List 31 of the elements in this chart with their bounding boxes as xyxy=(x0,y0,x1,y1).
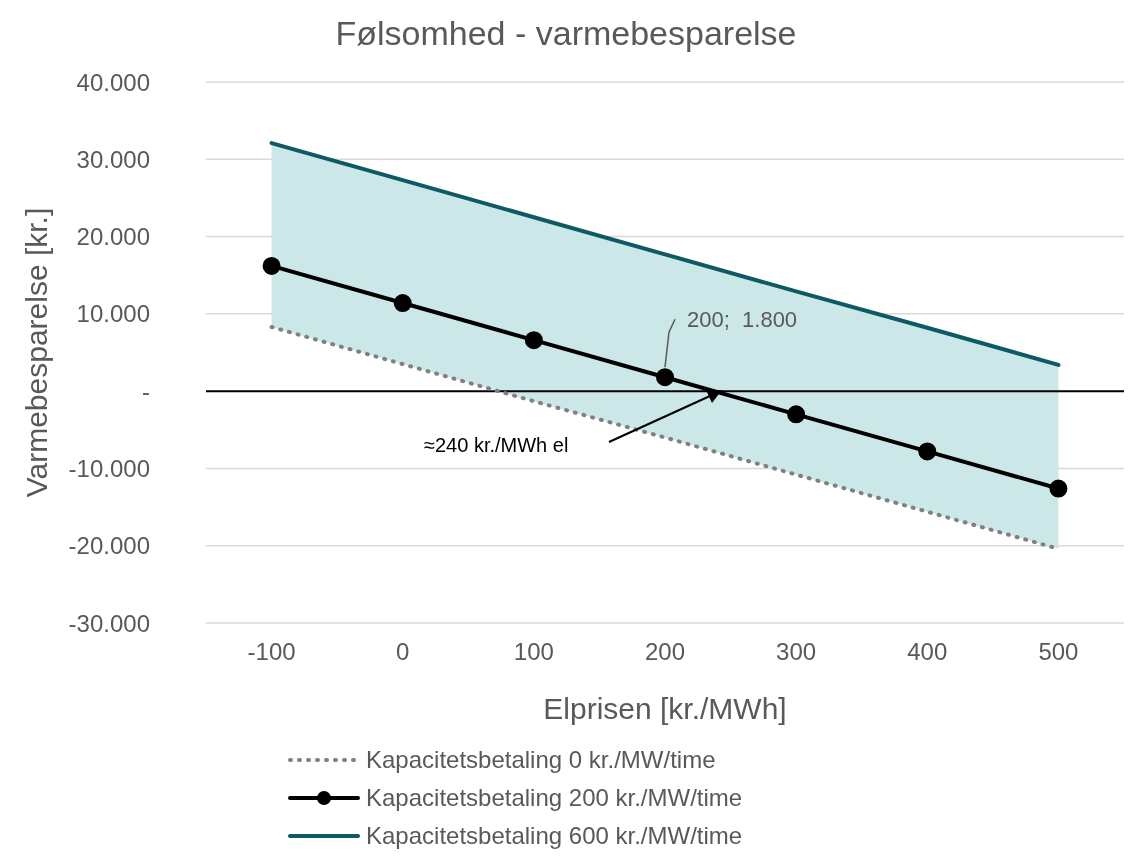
chart-title: Følsomhed - varmebesparelse xyxy=(334,14,798,53)
x-tick-label: 300 xyxy=(776,638,817,666)
y-tick-label: 30.000 xyxy=(76,145,150,173)
point xyxy=(524,331,543,350)
y-tick-label: 20.000 xyxy=(76,223,150,251)
x-tick-label: -100 xyxy=(247,638,296,666)
y-tick-label: 40.000 xyxy=(76,68,150,96)
legend-label: Kapacitetsbetaling 200 kr./MW/time xyxy=(366,784,743,812)
x-tick-label: 200 xyxy=(644,638,686,666)
y-tick-label: -20.000 xyxy=(68,532,150,560)
x-tick-label: 400 xyxy=(907,638,948,666)
annotation: 200; 1.800 xyxy=(687,307,798,333)
legend-label: Kapacitetsbetaling 600 kr./MW/time xyxy=(366,822,743,850)
x-tick-label: 500 xyxy=(1038,638,1079,666)
point xyxy=(918,442,937,461)
point xyxy=(262,256,281,275)
y-tick-label: -10.000 xyxy=(68,454,150,482)
y-tick-label: -30.000 xyxy=(68,609,150,637)
y-tick-label: 10.000 xyxy=(76,300,150,328)
point xyxy=(1049,479,1068,498)
x-tick-label: 100 xyxy=(513,638,554,666)
y-axis-title: Varmebesparelse [kr.] xyxy=(19,207,53,498)
x-axis-title: Elprisen [kr./MWh] xyxy=(543,692,787,725)
line-series xyxy=(269,141,1061,367)
point xyxy=(656,368,674,387)
legend-label: Kapacitetsbetaling 0 kr./MW/time xyxy=(366,746,716,774)
y-tick-label: - xyxy=(142,377,150,405)
point xyxy=(787,405,806,424)
x-tick-label: 0 xyxy=(396,638,410,666)
annotation: ≈240 kr./MWh el xyxy=(424,434,569,457)
point xyxy=(393,294,412,313)
